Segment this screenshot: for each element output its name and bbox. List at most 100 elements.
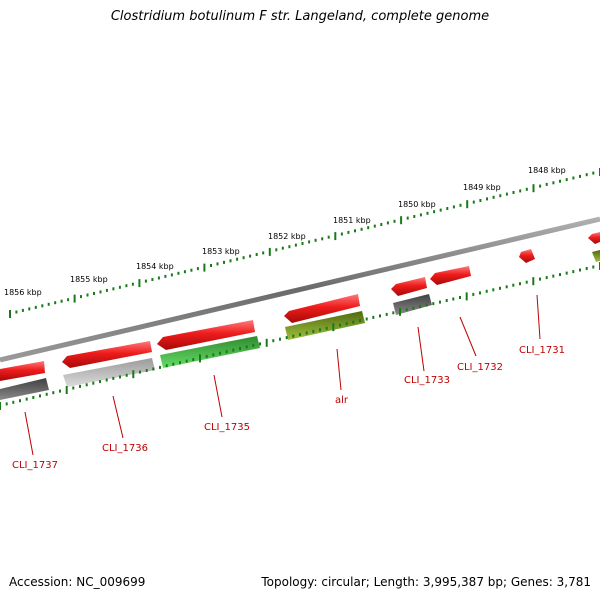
ruler-minor-tick bbox=[255, 253, 258, 256]
gene-arrow[interactable] bbox=[588, 232, 600, 244]
ruler-minor-tick bbox=[505, 285, 508, 289]
ruler-major-tick bbox=[268, 247, 271, 256]
inner-ruler-dots bbox=[0, 262, 600, 410]
ruler-minor-tick bbox=[99, 290, 102, 294]
gene-label[interactable]: CLI_1733 bbox=[404, 375, 450, 386]
ruler-minor-tick bbox=[131, 282, 134, 286]
ruler-minor-tick bbox=[292, 334, 295, 338]
forward-strand-genes bbox=[0, 232, 600, 381]
gene-arrow[interactable] bbox=[430, 266, 471, 285]
ruler-minor-tick bbox=[585, 267, 588, 270]
ruler-minor-tick bbox=[93, 292, 95, 295]
gene-arrow[interactable] bbox=[592, 250, 600, 262]
ruler-minor-tick bbox=[419, 305, 421, 309]
gene-arrow[interactable] bbox=[391, 277, 427, 296]
ruler-minor-tick bbox=[386, 221, 389, 225]
ruler-minor-tick bbox=[479, 291, 481, 295]
ruler-minor-tick bbox=[373, 224, 376, 228]
ruler-minor-tick bbox=[86, 293, 89, 297]
ruler-minor-tick bbox=[105, 288, 108, 292]
ruler-major-tick bbox=[199, 354, 201, 363]
ruler-major-tick bbox=[400, 216, 403, 225]
ruler-minor-tick bbox=[59, 389, 61, 393]
ruler-minor-tick bbox=[559, 273, 561, 277]
gene-label[interactable]: CLI_1731 bbox=[519, 345, 565, 356]
ruler-minor-tick bbox=[144, 279, 147, 283]
gene-label[interactable]: CLI_1736 bbox=[102, 443, 148, 454]
ruler-minor-tick bbox=[472, 292, 475, 296]
ruler-minor-tick bbox=[367, 226, 370, 230]
ruler-minor-tick bbox=[572, 270, 575, 274]
ruler-minor-tick bbox=[472, 200, 475, 204]
genome-backbone bbox=[0, 216, 600, 363]
ruler-minor-tick bbox=[459, 296, 461, 299]
ruler-minor-tick bbox=[192, 358, 195, 361]
ruler-minor-tick bbox=[151, 278, 154, 281]
ruler-minor-tick bbox=[210, 264, 212, 267]
ruler-major-tick bbox=[9, 310, 11, 318]
ruler-minor-tick bbox=[21, 308, 24, 312]
ruler-minor-tick bbox=[15, 310, 18, 314]
ruler-minor-tick bbox=[196, 267, 199, 271]
ruler-major-tick bbox=[203, 263, 206, 272]
ruler-minor-tick bbox=[242, 256, 245, 260]
ruler-minor-tick bbox=[545, 182, 548, 186]
gene-label[interactable]: CLI_1735 bbox=[204, 422, 250, 433]
ruler-minor-tick bbox=[229, 259, 232, 263]
ruler-minor-tick bbox=[321, 237, 324, 241]
ruler-minor-tick bbox=[92, 381, 95, 385]
ruler-minor-tick bbox=[288, 245, 291, 249]
ruler-minor-tick bbox=[439, 300, 441, 304]
ruler-minor-tick bbox=[159, 365, 161, 369]
kbp-label: 1854 kbp bbox=[136, 262, 174, 271]
kbp-label: 1850 kbp bbox=[398, 200, 436, 209]
ruler-minor-tick bbox=[177, 271, 180, 275]
ruler-minor-tick bbox=[406, 216, 409, 220]
ruler-minor-tick bbox=[232, 348, 235, 352]
kbp-label: 1848 kbp bbox=[528, 166, 566, 175]
ruler-major-tick bbox=[0, 402, 1, 410]
accession-text: Accession: NC_009699 bbox=[9, 575, 146, 589]
ruler-minor-tick bbox=[185, 359, 188, 363]
ruler-minor-tick bbox=[118, 285, 121, 289]
ruler-minor-tick bbox=[164, 274, 167, 278]
gene-arrow[interactable] bbox=[62, 341, 152, 368]
ruler-major-tick bbox=[265, 338, 268, 347]
ruler-minor-tick bbox=[119, 375, 121, 379]
ruler-minor-tick bbox=[340, 232, 343, 236]
ruler-minor-tick bbox=[314, 238, 317, 242]
ruler-minor-tick bbox=[486, 197, 488, 201]
gene-arrow[interactable] bbox=[63, 358, 155, 387]
gene-arrow[interactable] bbox=[393, 294, 432, 315]
ruler-minor-tick bbox=[157, 276, 160, 280]
ruler-minor-tick bbox=[152, 367, 155, 371]
ruler-minor-tick bbox=[345, 322, 348, 326]
gene-label[interactable]: CLI_1732 bbox=[457, 362, 503, 373]
ruler-minor-tick bbox=[52, 391, 55, 395]
gene-labels: CLI_1737 CLI_1736 CLI_1735 alr CLI_1733 … bbox=[12, 345, 565, 471]
ruler-minor-tick bbox=[225, 350, 228, 354]
gene-arrow[interactable] bbox=[160, 336, 260, 368]
ruler-minor-tick bbox=[552, 181, 555, 185]
ruler-minor-tick bbox=[585, 173, 588, 177]
ruler-minor-tick bbox=[285, 336, 288, 340]
ruler-minor-tick bbox=[32, 396, 35, 399]
ruler-minor-tick bbox=[425, 303, 428, 307]
ruler-minor-tick bbox=[239, 347, 241, 350]
gene-label[interactable]: CLI_1737 bbox=[12, 460, 58, 471]
ruler-minor-tick bbox=[499, 286, 501, 290]
gene-arrow[interactable] bbox=[285, 311, 365, 340]
kbp-label: 1856 kbp bbox=[4, 288, 42, 297]
gene-arrow[interactable] bbox=[0, 378, 49, 400]
gene-arrow[interactable] bbox=[519, 249, 535, 263]
ruler-minor-tick bbox=[565, 178, 568, 182]
ruler-minor-tick bbox=[545, 276, 548, 280]
ruler-minor-tick bbox=[499, 194, 502, 198]
leader-line bbox=[459, 316, 477, 357]
gene-label[interactable]: alr bbox=[335, 395, 349, 406]
gene-arrow[interactable] bbox=[157, 320, 255, 350]
ruler-minor-tick bbox=[339, 323, 341, 327]
gene-arrow[interactable] bbox=[0, 361, 45, 381]
gene-arrow[interactable] bbox=[284, 294, 360, 323]
